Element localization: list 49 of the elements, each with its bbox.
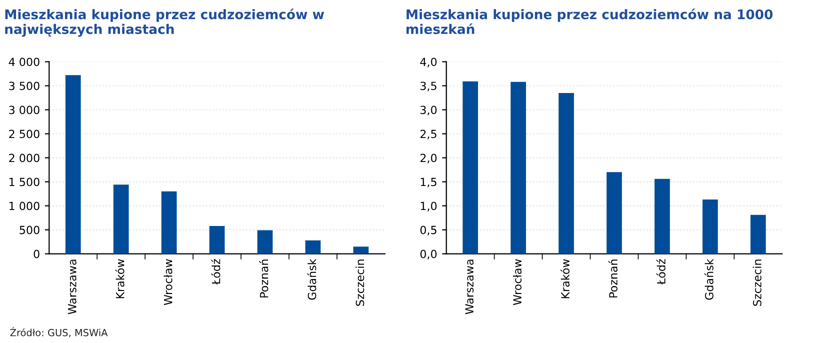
y-tick-label: 0,0 <box>420 250 437 260</box>
bar <box>702 200 718 254</box>
bar <box>257 230 273 254</box>
x-tick-label: Warszawa <box>465 260 474 314</box>
x-tick-label: Poznań <box>608 260 618 298</box>
y-tick-label: 3,5 <box>420 82 436 92</box>
x-tick-label: Poznań <box>259 260 268 298</box>
x-tick-label: Szczecin <box>356 260 364 306</box>
x-tick-label: Kraków <box>560 259 570 298</box>
bar <box>558 92 574 254</box>
y-tick-label: 3,0 <box>420 106 437 116</box>
text: Źródło: GUS, MSWiA <box>10 327 108 338</box>
x-tick-label: Wrocław <box>512 259 522 306</box>
bar <box>654 178 670 254</box>
y-tick-label: 0 <box>34 250 40 258</box>
chart-title: Mieszkania kupione przez cudzoziemców w największych miastach <box>5 8 324 37</box>
bar <box>113 184 129 254</box>
x-tick-label: Wrocław <box>164 259 172 306</box>
bar <box>510 82 526 254</box>
y-tick-label: 0,5 <box>420 226 436 236</box>
bar <box>750 214 766 254</box>
x-tick-label: Łódź <box>656 259 666 285</box>
x-tick-label: Kraków <box>115 259 124 298</box>
y-tick-label: 500 <box>20 226 40 234</box>
bar <box>209 226 225 254</box>
bar <box>462 81 478 254</box>
y-tick-label: 4 000 <box>8 58 40 66</box>
y-tick-label: 2,5 <box>420 130 436 140</box>
y-tick-label: 3 500 <box>9 82 40 90</box>
y-tick-label: 1,5 <box>420 178 436 188</box>
y-tick-label: 1 500 <box>10 178 40 186</box>
y-tick-label: 1 000 <box>10 202 40 210</box>
chart-title: Mieszkania kupione przez cudzoziemców na 1000 mieszkań <box>406 8 773 34</box>
bar <box>65 75 81 254</box>
y-tick-label: 2,0 <box>420 154 437 164</box>
y-tick-label: 4,0 <box>420 58 437 68</box>
x-tick-label: Gdańsk <box>307 258 316 300</box>
bar <box>161 191 177 254</box>
x-tick-label: Warszawa <box>68 260 76 314</box>
x-tick-label: Gdańsk <box>704 258 714 300</box>
bar <box>353 246 369 254</box>
y-tick-label: 1,0 <box>420 202 437 212</box>
x-tick-label: Łódź <box>211 259 220 285</box>
y-tick-label: 3 000 <box>9 106 40 114</box>
bar <box>305 240 321 254</box>
x-tick-label: Szczecin <box>752 260 762 306</box>
bar <box>606 172 622 254</box>
y-tick-label: 2 000 <box>9 154 40 162</box>
y-tick-label: 2 500 <box>9 130 40 138</box>
